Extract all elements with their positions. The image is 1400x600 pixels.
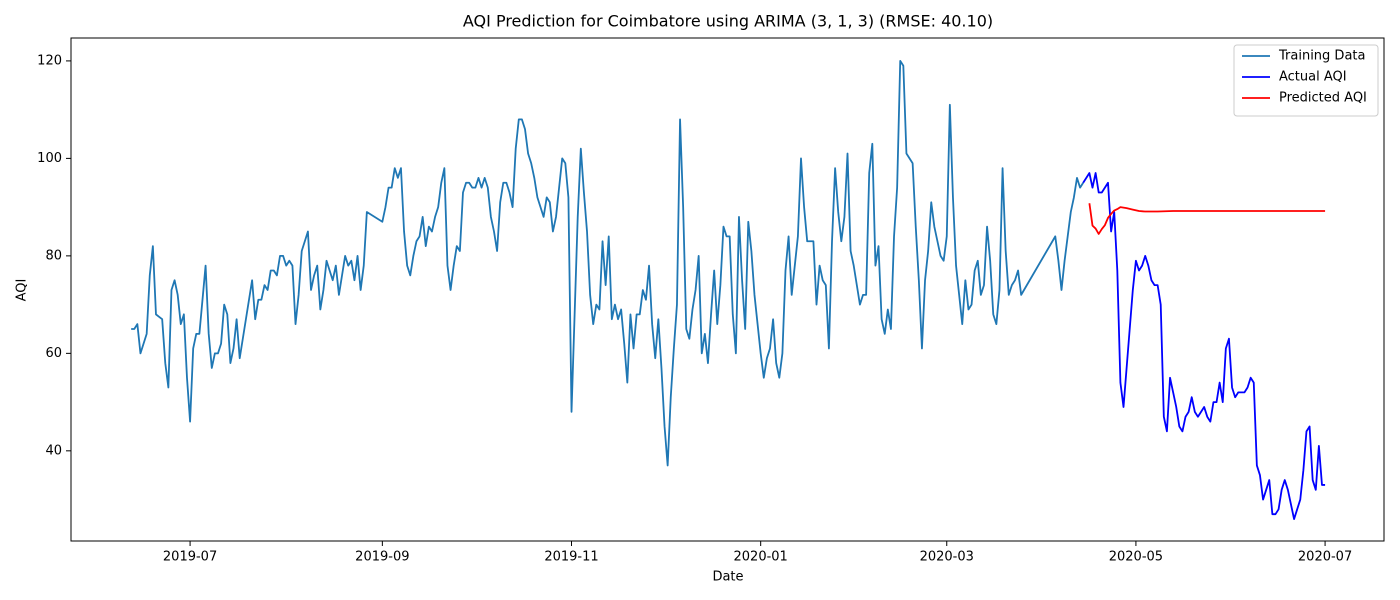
legend-label: Actual AQI (1279, 70, 1347, 85)
x-tick-label: 2019-11 (544, 550, 598, 565)
series-line (131, 60, 1084, 467)
x-tick-label: 2020-01 (734, 550, 788, 565)
y-tick-label: 120 (37, 53, 62, 68)
legend-label: Training Data (1278, 49, 1365, 64)
x-tick-label: 2020-05 (1109, 550, 1163, 565)
y-tick-label: 40 (45, 443, 62, 458)
x-tick-label: 2020-03 (920, 550, 974, 565)
chart-title: AQI Prediction for Coimbatore using ARIM… (463, 12, 993, 31)
y-axis-label: AQI (15, 279, 30, 302)
y-tick-label: 60 (45, 346, 62, 361)
x-tick-label: 2019-09 (355, 550, 409, 565)
series-line (1082, 172, 1326, 520)
plot-frame (70, 37, 1385, 542)
series-line (1088, 203, 1326, 235)
x-tick-label: 2020-07 (1298, 550, 1352, 565)
legend-label: Predicted AQI (1279, 91, 1367, 106)
y-tick-label: 100 (37, 151, 62, 166)
y-tick-label: 80 (45, 248, 62, 263)
x-axis-label: Date (712, 570, 743, 585)
x-tick-label: 2019-07 (163, 550, 217, 565)
